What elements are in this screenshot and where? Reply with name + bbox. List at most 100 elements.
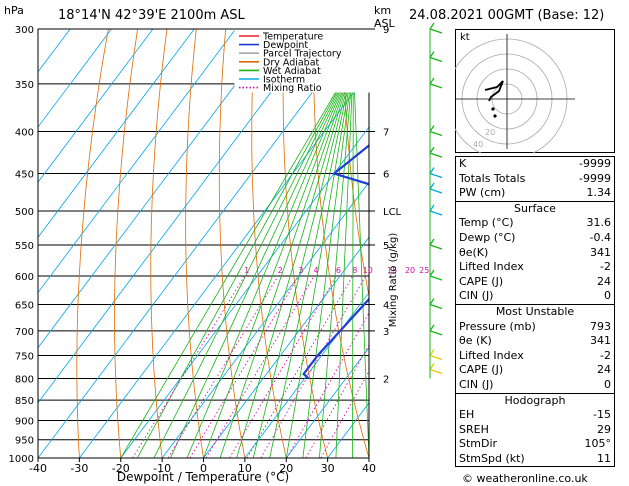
index-section-title: Most Unstable (455, 303, 615, 320)
wind-barb-flag (429, 363, 435, 370)
wet-adiabat-line (170, 29, 369, 458)
wind-barb (429, 28, 443, 34)
hodograph-ring-label: 40 (473, 140, 483, 149)
wind-barb (429, 330, 443, 336)
index-section-header: Surface (455, 200, 615, 217)
index-label: PW (cm) (459, 186, 506, 200)
index-value: 105° (584, 437, 612, 451)
index-value: -9999 (579, 171, 611, 185)
mixing-ratio-label: 10 (363, 266, 373, 275)
datetime-title: 24.08.2021 00GMT (Base: 12) (409, 8, 605, 23)
index-value: -2 (600, 348, 611, 362)
index-label: θe (K) (459, 334, 492, 348)
wet-adiabat-line (335, 29, 356, 458)
pressure-tick-label: 1000 (9, 454, 34, 465)
hodograph-unit-label: kt (460, 32, 470, 43)
x-tick-label: 10 (238, 462, 252, 475)
pressure-tick-label: 800 (15, 374, 34, 385)
index-row: Dewp (°C) -0.4 (456, 231, 615, 246)
wind-barb (429, 56, 443, 63)
wet-adiabat-line (236, 29, 364, 458)
index-row: θe (K) 341 (456, 334, 615, 349)
wind-barb-flag (429, 349, 435, 356)
pressure-tick-label: 900 (15, 416, 34, 427)
index-value: -9999 (579, 157, 611, 170)
x-tick-label: -10 (153, 462, 171, 475)
mixing-ratio-axis-title: Mixing Ratio (g/kg) (388, 233, 399, 328)
isotherm-line (38, 29, 278, 349)
wind-barb (429, 188, 443, 194)
index-row: K -9999 (456, 157, 615, 172)
x-tick-label: -20 (112, 462, 130, 475)
wet-adiabat-line (352, 29, 354, 458)
pressure-tick-label: 650 (15, 301, 34, 312)
legend-entry: Temperature (262, 32, 323, 43)
height-tick-label: 7 (383, 128, 389, 139)
legend-entry: Mixing Ratio (263, 83, 322, 94)
pressure-tick-label: 550 (15, 241, 34, 252)
dry-adiabat-line (218, 29, 246, 458)
index-value: 24 (597, 274, 611, 288)
pressure-tick-label: 700 (15, 327, 34, 338)
legend-entry: Dewpoint (263, 40, 308, 51)
wet-adiabat-line (136, 32, 369, 458)
index-value: 1.34 (586, 186, 612, 200)
wind-barb-flag (429, 22, 435, 30)
x-tick-label: 30 (321, 462, 335, 475)
isotherm-line (120, 126, 369, 458)
hodograph-ring-label: 20 (485, 128, 495, 137)
wind-barb (429, 210, 443, 216)
mixing-ratio-label: 20 (405, 266, 415, 275)
mixing-ratio-label: 15 (387, 266, 397, 275)
height-tick-label: 6 (383, 169, 389, 180)
pressure-tick-label: 400 (15, 128, 34, 139)
mixing-ratio-label: 6 (336, 266, 341, 275)
index-row: CAPE (J) 24 (456, 275, 615, 290)
pressure-tick-label: 850 (15, 396, 34, 407)
wind-barb-flag (429, 77, 435, 85)
index-row: Pressure (mb) 793 (456, 320, 615, 335)
dry-adiabat-line (342, 29, 369, 299)
wind-barb (429, 83, 443, 89)
isotherm-line (161, 181, 369, 458)
wet-adiabat-line (351, 29, 369, 458)
index-row: Lifted Index -2 (456, 349, 615, 364)
wind-barb-flag (429, 238, 435, 246)
dry-adiabat-line (185, 29, 204, 458)
wind-barb-flag (429, 324, 435, 332)
dry-adiabat-line (76, 29, 109, 458)
wind-barb-flag (429, 146, 435, 154)
index-value: 29 (597, 422, 611, 436)
mixing-ratio-label: 1 (244, 266, 249, 275)
index-row: StmDir 105° (456, 437, 615, 452)
index-row: CIN (J) 0 (456, 289, 615, 304)
pressure-tick-label: 950 (15, 436, 34, 447)
wet-adiabat-line (252, 29, 363, 458)
index-label: CIN (J) (459, 377, 494, 391)
legend-entry: Parcel Trajectory (263, 49, 342, 60)
height-unit-label-2: ASL (374, 17, 395, 30)
height-tick-label: 2 (383, 374, 389, 385)
index-value: 341 (590, 334, 611, 348)
wind-barb-flag (429, 167, 435, 174)
hodograph-storm-marker (493, 114, 497, 118)
index-value: -15 (593, 408, 611, 422)
index-row: θe(K) 341 (456, 246, 615, 261)
dry-adiabat-line (114, 29, 138, 458)
index-row: CAPE (J) 24 (456, 363, 615, 378)
mixing-ratio-label: 4 (314, 266, 319, 275)
mixing-ratio-line (189, 275, 300, 458)
index-label: StmDir (459, 437, 498, 451)
wind-barb (429, 275, 443, 281)
wet-adiabat-line (186, 29, 368, 458)
wind-barb (429, 368, 443, 375)
hodograph-frame (455, 29, 615, 153)
wet-adiabat-line (302, 29, 358, 458)
mixing-ratio-label: 3 (298, 266, 303, 275)
mixing-ratio-line (246, 275, 354, 458)
index-value: -2 (600, 260, 611, 274)
height-tick-label: LCL (383, 207, 402, 218)
wind-barb (429, 130, 443, 137)
isotherm-line (38, 29, 71, 73)
